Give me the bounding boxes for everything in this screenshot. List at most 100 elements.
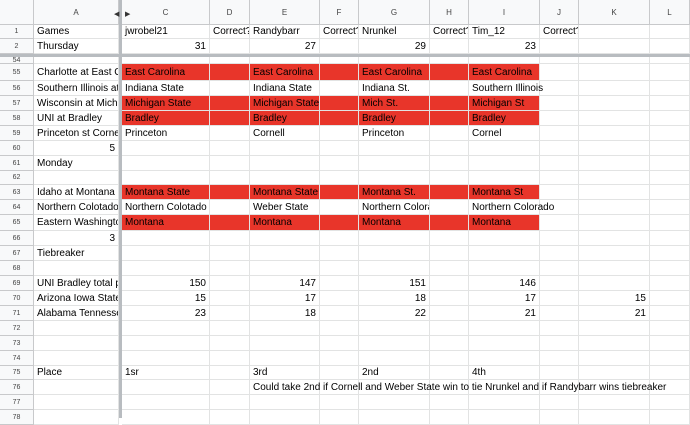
cell-h55[interactable] <box>430 64 469 81</box>
cell-a59[interactable]: Princeton st Cornell <box>34 126 119 141</box>
cell-k64[interactable] <box>579 200 650 215</box>
column-header-c[interactable]: C <box>122 0 210 25</box>
select-all-corner[interactable] <box>0 0 34 25</box>
cell-c72[interactable] <box>122 321 210 336</box>
cell-l70[interactable] <box>650 291 690 306</box>
cell-f58[interactable] <box>320 111 359 126</box>
cell-d1[interactable]: Correct? <box>210 25 250 39</box>
cell-h67[interactable] <box>430 246 469 261</box>
cell-d69[interactable] <box>210 276 250 291</box>
cell-g73[interactable] <box>359 336 430 351</box>
cell-e57[interactable]: Michigan State <box>250 96 320 111</box>
cell-l69[interactable] <box>650 276 690 291</box>
cell-a56[interactable]: Southern Illinois at Indiana State <box>34 81 119 96</box>
cell-c71[interactable]: 23 <box>122 306 210 321</box>
cell-d72[interactable] <box>210 321 250 336</box>
cell-j64[interactable] <box>540 200 579 215</box>
cell-j70[interactable] <box>540 291 579 306</box>
cell-l73[interactable] <box>650 336 690 351</box>
cell-a1[interactable]: Games <box>34 25 119 39</box>
cell-k55[interactable] <box>579 64 650 81</box>
cell-j72[interactable] <box>540 321 579 336</box>
cell-e65[interactable]: Montana <box>250 215 320 231</box>
cell-f57[interactable] <box>320 96 359 111</box>
cell-d71[interactable] <box>210 306 250 321</box>
cell-l57[interactable] <box>650 96 690 111</box>
cell-i61[interactable] <box>469 156 540 171</box>
cell-d59[interactable] <box>210 126 250 141</box>
cell-g59[interactable]: Princeton <box>359 126 430 141</box>
cell-e77[interactable] <box>250 395 320 410</box>
row-header-57[interactable]: 57 <box>0 96 34 111</box>
cell-k58[interactable] <box>579 111 650 126</box>
column-header-i[interactable]: I <box>469 0 540 25</box>
cell-g66[interactable] <box>359 231 430 246</box>
cell-e74[interactable] <box>250 351 320 366</box>
column-header-l[interactable]: L <box>650 0 690 25</box>
cell-d54[interactable] <box>210 57 250 64</box>
cell-c69[interactable]: 150 <box>122 276 210 291</box>
cell-g71[interactable]: 22 <box>359 306 430 321</box>
cell-d61[interactable] <box>210 156 250 171</box>
cell-k61[interactable] <box>579 156 650 171</box>
cell-j56[interactable] <box>540 81 579 96</box>
cell-c63[interactable]: Montana State <box>122 185 210 200</box>
cell-i1[interactable]: Tim_12 <box>469 25 540 39</box>
cell-l72[interactable] <box>650 321 690 336</box>
cell-e56[interactable]: Indiana State <box>250 81 320 96</box>
freeze-divider-horizontal[interactable] <box>0 54 690 57</box>
cell-g68[interactable] <box>359 261 430 276</box>
cell-k77[interactable] <box>579 395 650 410</box>
cell-j76[interactable] <box>540 380 579 395</box>
cell-c67[interactable] <box>122 246 210 261</box>
cell-c62[interactable] <box>122 171 210 185</box>
cell-d57[interactable] <box>210 96 250 111</box>
cell-d56[interactable] <box>210 81 250 96</box>
cell-a75[interactable]: Place <box>34 366 119 380</box>
cell-c1[interactable]: jwrobel21 <box>122 25 210 39</box>
cell-k72[interactable] <box>579 321 650 336</box>
cell-a62[interactable] <box>34 171 119 185</box>
column-header-h[interactable]: H <box>430 0 469 25</box>
row-header-61[interactable]: 61 <box>0 156 34 171</box>
cell-d2[interactable] <box>210 39 250 54</box>
cell-d70[interactable] <box>210 291 250 306</box>
cell-f68[interactable] <box>320 261 359 276</box>
cell-l61[interactable] <box>650 156 690 171</box>
row-header-62[interactable]: 62 <box>0 171 34 185</box>
cell-c77[interactable] <box>122 395 210 410</box>
hidden-column-right-arrow-icon[interactable]: ▶ <box>125 11 131 18</box>
cell-a60[interactable]: 5 <box>34 141 119 156</box>
cell-d74[interactable] <box>210 351 250 366</box>
row-header-64[interactable]: 64 <box>0 200 34 215</box>
cell-i54[interactable] <box>469 57 540 64</box>
cell-l59[interactable] <box>650 126 690 141</box>
cell-l62[interactable] <box>650 171 690 185</box>
cell-e66[interactable] <box>250 231 320 246</box>
cell-l55[interactable] <box>650 64 690 81</box>
cell-c60[interactable] <box>122 141 210 156</box>
row-header-55[interactable]: 55 <box>0 64 34 81</box>
cell-i65[interactable]: Montana <box>469 215 540 231</box>
cell-l77[interactable] <box>650 395 690 410</box>
cell-j73[interactable] <box>540 336 579 351</box>
cell-e68[interactable] <box>250 261 320 276</box>
cell-l75[interactable] <box>650 366 690 380</box>
column-header-k[interactable]: K <box>579 0 650 25</box>
cell-d77[interactable] <box>210 395 250 410</box>
row-header-70[interactable]: 70 <box>0 291 34 306</box>
cell-a77[interactable] <box>34 395 119 410</box>
cell-j57[interactable] <box>540 96 579 111</box>
cell-j55[interactable] <box>540 64 579 81</box>
cell-e69[interactable]: 147 <box>250 276 320 291</box>
row-header-73[interactable]: 73 <box>0 336 34 351</box>
cell-i77[interactable] <box>469 395 540 410</box>
cell-f69[interactable] <box>320 276 359 291</box>
cell-i2[interactable]: 23 <box>469 39 540 54</box>
cell-d60[interactable] <box>210 141 250 156</box>
cell-c54[interactable] <box>122 57 210 64</box>
cell-e63[interactable]: Montana State <box>250 185 320 200</box>
row-header-71[interactable]: 71 <box>0 306 34 321</box>
cell-i76[interactable] <box>469 380 540 395</box>
